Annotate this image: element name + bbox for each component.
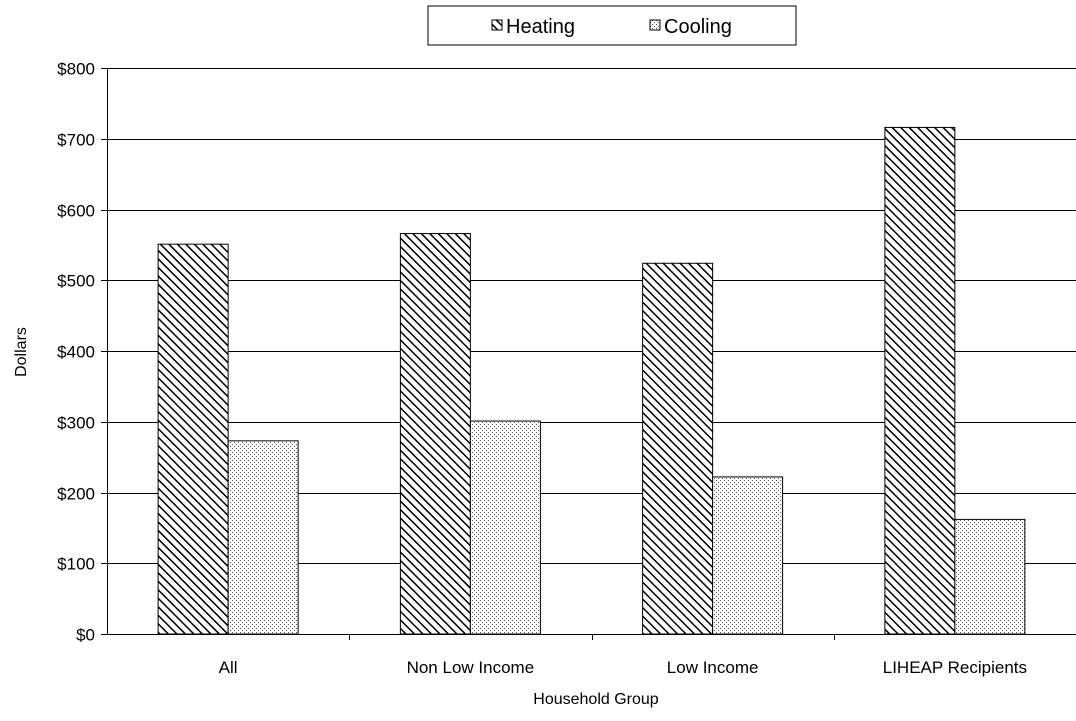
bar-heating-2: [642, 262, 714, 635]
y-tick-label: $200: [57, 485, 95, 504]
y-tick-label: $600: [57, 202, 95, 221]
x-tick-label: Low Income: [667, 658, 759, 677]
x-tick-label: Non Low Income: [407, 658, 535, 677]
y-axis-title: Dollars: [13, 327, 30, 377]
y-tick-label: $0: [76, 626, 95, 645]
bar-heating-1: [399, 233, 471, 635]
bar-heating-3: [884, 126, 956, 635]
x-tick-label: LIHEAP Recipients: [883, 658, 1027, 677]
bar-cooling-0: [227, 440, 299, 635]
legend-swatch-cooling: [649, 19, 661, 31]
x-tick-label: All: [219, 658, 238, 677]
y-tick-label: $300: [57, 414, 95, 433]
axis-labels: Dollars Household Group: [13, 327, 659, 708]
bar-heating-0: [157, 243, 229, 635]
legend-label-heating: Heating: [506, 16, 575, 38]
y-tick-label: $800: [57, 60, 95, 79]
legend: Heating Cooling: [427, 5, 797, 46]
x-axis-title: Household Group: [533, 691, 659, 708]
y-tick-label: $100: [57, 555, 95, 574]
legend-label-cooling: Cooling: [664, 16, 732, 38]
y-tick-label: $700: [57, 131, 95, 150]
legend-swatch-heating: [491, 19, 503, 31]
y-tick-label: $400: [57, 343, 95, 362]
bar-cooling-3: [954, 518, 1026, 635]
bar-cooling-1: [469, 420, 541, 635]
legend-box: [427, 5, 797, 46]
bars: [157, 126, 1026, 635]
axes: $0 $100 $200 $300 $400 $500 $600 $700 $800 All Non…: [57, 60, 1076, 677]
y-tick-label: $500: [57, 272, 95, 291]
bar-cooling-2: [712, 476, 784, 635]
